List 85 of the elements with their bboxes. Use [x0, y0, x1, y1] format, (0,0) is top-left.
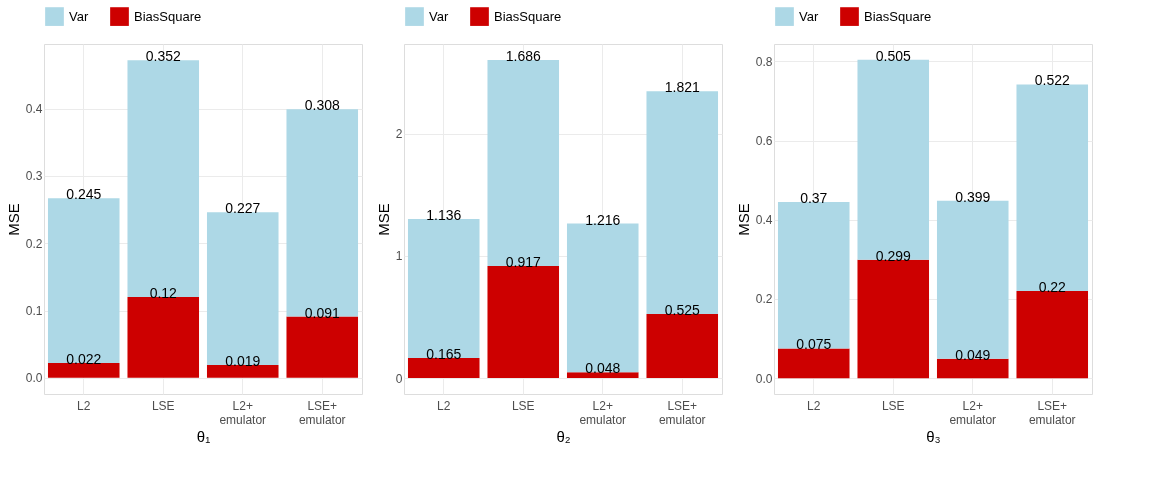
x-axis-title: θ₃ [926, 427, 941, 445]
y-tick-label: 0.0 [25, 371, 43, 386]
bar [777, 201, 850, 349]
x-tick-label: LSE [511, 398, 535, 413]
data-label: 1.686 [505, 47, 541, 64]
data-label: 1.821 [664, 79, 700, 96]
bar [286, 316, 359, 378]
bar [487, 266, 560, 379]
bar [646, 313, 719, 379]
x-tick-label: LSE+ emulator [658, 398, 706, 427]
y-tick-label: 0.1 [25, 304, 43, 319]
data-label: 0.917 [505, 254, 541, 270]
x-tick-label: LSE [151, 398, 175, 413]
x-axis-title: θ₁ [196, 427, 211, 445]
bar [407, 219, 480, 358]
bar [646, 91, 719, 314]
bar [936, 358, 1009, 379]
y-tick-label: 2 [395, 127, 403, 142]
x-tick-label: L2+ emulator [219, 398, 267, 427]
data-label: 0.352 [145, 48, 181, 65]
data-label: 0.165 [426, 345, 462, 362]
data-label: 0.091 [304, 304, 340, 321]
data-label: 0.019 [225, 353, 261, 370]
bar [47, 363, 120, 378]
data-label: 0.522 [1034, 72, 1070, 89]
legend-label: BiasSquare [864, 8, 932, 24]
bar [1016, 84, 1089, 292]
data-label: 1.136 [426, 207, 462, 224]
legend-label: Var [429, 8, 449, 24]
x-tick-label: L2 [807, 398, 821, 413]
bar [777, 348, 850, 379]
y-axis-title: MSE [734, 203, 752, 236]
bar [407, 357, 480, 379]
bar [487, 59, 560, 266]
data-label: 0.048 [585, 360, 621, 377]
bar [1016, 291, 1089, 379]
y-tick-label: 0.3 [25, 169, 43, 184]
y-tick-label: 0.6 [755, 134, 773, 149]
y-tick-label: 1 [395, 249, 403, 264]
x-tick-label: L2+ emulator [579, 398, 627, 427]
bar [127, 60, 200, 298]
data-label: 0.227 [225, 200, 261, 217]
bar [566, 223, 639, 373]
y-tick-label: 0.8 [755, 54, 773, 69]
bar [127, 297, 200, 378]
bar [936, 200, 1009, 359]
y-axis-title: MSE [4, 203, 22, 236]
legend-label: Var [799, 8, 819, 24]
x-tick-label: L2+ emulator [949, 398, 997, 427]
data-label: 0.525 [664, 301, 700, 318]
data-label: 0.399 [955, 188, 991, 205]
data-label: 0.308 [304, 97, 340, 114]
data-label: 0.299 [875, 247, 911, 264]
x-tick-label: LSE [881, 398, 905, 413]
bar [566, 372, 639, 379]
legend-label: BiasSquare [494, 8, 562, 24]
data-label: 0.075 [796, 336, 832, 353]
y-tick-label: 0.0 [755, 371, 773, 386]
x-axis-title: θ₂ [556, 427, 571, 445]
y-tick-label: 0.4 [25, 102, 43, 117]
legend-label: BiasSquare [134, 8, 202, 24]
bar [857, 259, 930, 379]
legend-label: Var [69, 8, 89, 24]
x-tick-label: LSE+ emulator [1028, 398, 1076, 427]
y-axis-title: MSE [374, 203, 392, 236]
x-tick-label: L2 [77, 398, 91, 413]
data-label: 0.049 [955, 346, 991, 363]
data-label: 0.245 [66, 186, 102, 203]
bar [206, 212, 279, 366]
y-tick-label: 0 [395, 371, 403, 386]
data-label: 0.22 [1038, 279, 1067, 296]
data-label: 0.505 [875, 47, 911, 64]
data-label: 1.216 [585, 211, 621, 228]
y-tick-label: 0.2 [25, 236, 43, 251]
y-tick-label: 0.2 [755, 292, 773, 307]
data-label: 0.022 [66, 351, 102, 368]
bar [857, 59, 930, 260]
data-label: 0.12 [149, 285, 178, 302]
y-tick-label: 0.4 [755, 213, 773, 228]
bar [286, 109, 359, 317]
x-tick-label: LSE+ emulator [298, 398, 346, 427]
x-tick-label: L2 [437, 398, 451, 413]
data-label: 0.37 [800, 189, 828, 206]
bar [206, 365, 279, 378]
bar [47, 198, 120, 364]
